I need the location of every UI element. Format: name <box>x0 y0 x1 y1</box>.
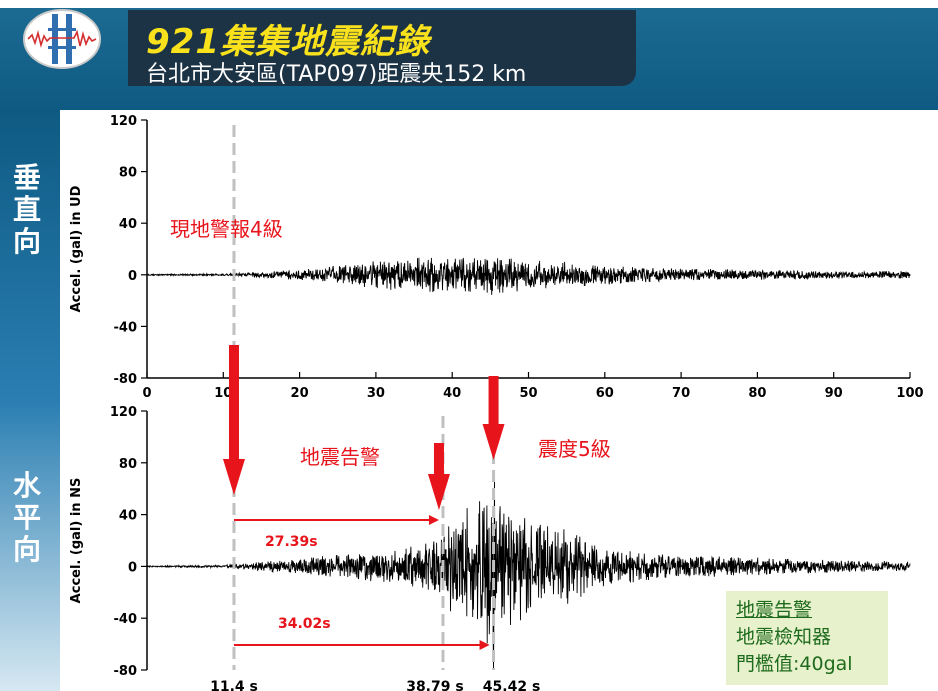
time-marker-label: 11.4 s <box>210 679 258 691</box>
intensity-arrow-head <box>482 424 505 460</box>
x-tick-label: 10 <box>214 386 232 401</box>
y-axis-label: Accel. (gal) in NS <box>69 478 84 604</box>
x-tick-label: 80 <box>748 386 766 401</box>
y-tick-label: 80 <box>119 166 137 181</box>
x-tick-label: 30 <box>367 386 385 401</box>
left-side-bar <box>0 110 60 691</box>
local-alarm-annotation: 現地警報4級 <box>170 217 283 241</box>
side-label-char: 水 <box>12 469 41 502</box>
x-tick-label: 0 <box>142 386 151 401</box>
local-alarm-arrow-head <box>222 459 245 495</box>
y-tick-label: 0 <box>128 269 137 284</box>
y-tick-label: 80 <box>119 457 137 472</box>
time-marker-label: 45.42 s <box>483 679 540 691</box>
legend-box: 地震告警 地震檢知器 門檻值:40gal <box>726 591 888 685</box>
legend-line: 地震檢知器 <box>736 626 832 648</box>
y-tick-label: 40 <box>119 217 137 232</box>
x-tick-label: 70 <box>672 386 690 401</box>
waveform-line <box>146 476 911 669</box>
legend-line: 門檻值:40gal <box>736 653 853 675</box>
interval-arrow-head <box>479 640 490 650</box>
legend-line: 地震告警 <box>736 599 813 621</box>
x-tick-label: 50 <box>519 386 537 401</box>
time-marker-label: 38.79 s <box>406 679 464 691</box>
y-axis-label: Accel. (gal) in UD <box>69 185 84 312</box>
title-box <box>128 10 636 86</box>
x-tick-label: 60 <box>596 386 614 401</box>
y-tick-label: 40 <box>119 509 137 524</box>
y-tick-label: 0 <box>128 560 137 575</box>
side-label-char: 平 <box>12 501 41 534</box>
y-tick-label: -40 <box>114 612 138 627</box>
earthquake-alert-arrow-shaft <box>433 443 444 476</box>
x-tick-label: 40 <box>443 386 461 401</box>
side-label-char: 垂 <box>12 161 41 194</box>
x-tick-label: 100 <box>896 386 923 401</box>
y-tick-label: 120 <box>110 114 137 129</box>
interval-label: 34.02s <box>278 616 331 632</box>
seismogram-chart: 120 80 40 0 -40 -80 Accel. (gal) in UD 0 10 20 30 4… <box>69 114 924 691</box>
y-tick-label: -40 <box>114 320 138 335</box>
y-tick-label: 120 <box>110 405 137 420</box>
y-tick-label: -80 <box>114 372 138 387</box>
x-tick-label: 90 <box>825 386 843 401</box>
seismograph-logo-icon <box>23 9 101 69</box>
interval-label: 27.39s <box>265 534 318 550</box>
page-subtitle: 台北市大安區(TAP097)距震央152 km <box>146 62 527 87</box>
intensity-annotation: 震度5級 <box>538 437 611 461</box>
page-title: 921集集地震紀錄 <box>146 22 430 62</box>
y-tick-label: -80 <box>114 664 138 679</box>
horizontal-direction-label: 水 平 向 <box>10 470 44 566</box>
earthquake-alert-annotation: 地震告警 <box>300 445 380 469</box>
side-label-char: 向 <box>12 225 41 258</box>
side-label-char: 向 <box>12 533 41 566</box>
waveform-line <box>146 257 911 295</box>
vertical-direction-label: 垂 直 向 <box>10 162 44 258</box>
interval-arrow-head <box>428 515 439 525</box>
intensity-arrow-shaft <box>488 376 499 426</box>
x-tick-label: 20 <box>291 386 309 401</box>
side-label-char: 直 <box>12 193 41 226</box>
earthquake-alert-arrow-head <box>427 474 450 510</box>
local-alarm-arrow-shaft <box>228 345 239 461</box>
